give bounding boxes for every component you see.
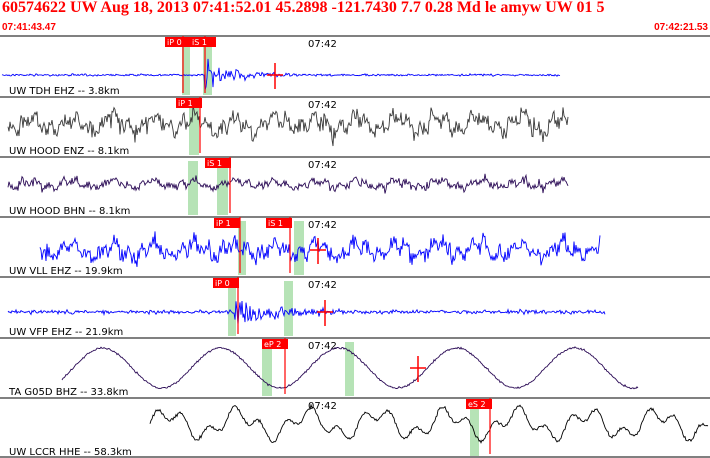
pick-flag[interactable] [165,37,191,47]
pick-flag[interactable] [190,37,216,47]
waveform-trace [7,300,606,325]
arrival-window [345,342,354,396]
waveform-trace [7,105,569,147]
minute-mark-label: 07:42 [308,160,337,171]
minute-mark-label: 07:42 [308,100,337,111]
pick-flag[interactable] [176,98,202,108]
arrival-window [238,221,246,275]
pick-flag-label: iS 1 [192,38,207,47]
trace-panel-5[interactable]: 07:42 iP 0 UW VFP EHZ -- 21.9km [0,276,710,338]
arrival-window [262,342,272,396]
waveform-trace [149,403,709,444]
station-label: UW HOOD BHN -- 8.1km [9,206,130,217]
minute-mark-label: 07:42 [308,341,337,352]
pick-flag-label: iP 1 [178,99,193,108]
pick-flag-label: iS 1 [268,219,283,228]
station-label: UW VFP EHZ -- 21.9km [9,327,123,338]
pick-flag[interactable] [213,278,239,288]
trace-panel-2[interactable]: 07:42 iP 1 UW HOOD ENZ -- 8.1km [0,96,710,157]
station-label: UW VLL EHZ -- 19.9km [9,266,123,277]
arrival-window [189,101,199,155]
arrival-window [284,281,293,336]
arrival-window [182,40,190,95]
minute-mark-label: 07:42 [308,280,337,291]
event-summary-title: 60574622 UW Aug 18, 2013 07:41:52.01 45.… [2,0,605,16]
waveform-trace [1,58,561,91]
arrival-window [217,161,228,215]
pick-flag-label: iP 0 [167,38,182,47]
window-end-time: 07:42:21.53 [654,22,708,33]
waveform-trace [39,231,601,267]
station-label: UW TDH EHZ -- 3.8km [9,86,120,97]
pick-flag-label: iP 0 [215,279,230,288]
station-label: UW LCCR HHE -- 58.3km [9,447,132,458]
trace-panel-1[interactable]: 07:42 iP 0 iS 1 UW TDH EHZ -- 3.8km [0,35,710,97]
pick-flag[interactable] [266,218,292,228]
window-start-time: 07:41:43.47 [2,22,56,33]
pick-flag-label: iS 1 [207,159,222,168]
trace-panel-3[interactable]: 07:42 iS 1 UW HOOD BHN -- 8.1km [0,156,710,217]
arrival-window [188,161,198,215]
pick-flag[interactable] [466,399,492,409]
pick-flag[interactable] [205,158,231,168]
pick-flag[interactable] [214,218,240,228]
arrival-window [228,281,236,336]
trace-panel-4[interactable]: 07:42 iP 1 iS 1 UW VLL EHZ -- 19.9km [0,216,710,277]
pick-flag-label: eP 2 [264,340,281,349]
arrival-window [470,402,479,456]
trace-panel-6[interactable]: 07:42 eP 2 TA G05D BHZ -- 33.8km [0,337,710,398]
minute-mark-label: 07:42 [308,39,337,50]
minute-mark-label: 07:42 [308,401,337,412]
minute-mark-label: 07:42 [308,220,337,231]
station-label: TA G05D BHZ -- 33.8km [8,387,128,398]
trace-panel-7[interactable]: 07:42 eS 2 UW LCCR HHE -- 58.3km [0,397,710,458]
waveform-trace [7,173,569,194]
waveform-trace [61,346,639,390]
pick-flag-label: iP 1 [216,219,231,228]
pick-flag-label: eS 2 [468,400,486,409]
station-label: UW HOOD ENZ -- 8.1km [9,146,129,157]
pick-flag[interactable] [262,339,288,349]
